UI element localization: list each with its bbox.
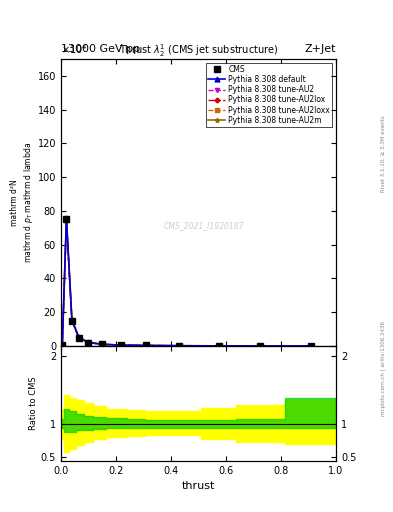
Text: mcplots.cern.ch | arXiv:1306.3436: mcplots.cern.ch | arXiv:1306.3436: [380, 321, 386, 416]
Pythia 8.308 default: [64, 215, 69, 221]
Pythia 8.308 tune-AU2loxx: [70, 317, 74, 324]
Pythia 8.308 tune-AU2: [86, 339, 91, 346]
Pythia 8.308 tune-AU2lox: [60, 342, 64, 348]
CMS: [217, 343, 222, 349]
Pythia 8.308 default: [70, 317, 74, 323]
Pythia 8.308 tune-AU2m: [64, 217, 69, 223]
Pythia 8.308 default: [100, 341, 105, 347]
Text: Z+Jet: Z+Jet: [305, 44, 336, 54]
CMS: [76, 334, 81, 340]
Pythia 8.308 tune-AU2lox: [100, 341, 105, 347]
Pythia 8.308 tune-AU2loxx: [258, 343, 263, 349]
Pythia 8.308 tune-AU2m: [70, 317, 74, 324]
Text: $\times10^4$: $\times10^4$: [61, 42, 88, 56]
Pythia 8.308 tune-AU2m: [144, 343, 149, 349]
Pythia 8.308 tune-AU2loxx: [309, 343, 314, 349]
Pythia 8.308 default: [76, 334, 81, 340]
Pythia 8.308 default: [86, 339, 91, 346]
Pythia 8.308 tune-AU2: [76, 334, 81, 340]
Pythia 8.308 tune-AU2lox: [119, 342, 124, 348]
Pythia 8.308 tune-AU2lox: [70, 317, 74, 324]
Text: Rivet 3.1.10, ≥ 3.3M events: Rivet 3.1.10, ≥ 3.3M events: [381, 115, 386, 192]
Line: Pythia 8.308 default: Pythia 8.308 default: [60, 215, 314, 348]
Y-axis label: Ratio to CMS: Ratio to CMS: [29, 376, 38, 430]
Pythia 8.308 default: [258, 343, 263, 349]
CMS: [309, 343, 314, 349]
CMS: [60, 342, 64, 348]
CMS: [177, 343, 182, 349]
Text: 13000 GeV pp: 13000 GeV pp: [61, 44, 140, 54]
Pythia 8.308 tune-AU2lox: [258, 343, 263, 349]
CMS: [144, 343, 149, 349]
Line: Pythia 8.308 tune-AU2lox: Pythia 8.308 tune-AU2lox: [61, 219, 313, 348]
Pythia 8.308 default: [309, 343, 314, 349]
CMS: [64, 216, 69, 222]
Pythia 8.308 tune-AU2: [64, 217, 69, 223]
Pythia 8.308 tune-AU2loxx: [86, 339, 91, 346]
Pythia 8.308 default: [144, 343, 149, 349]
Pythia 8.308 tune-AU2m: [309, 343, 314, 349]
CMS: [119, 342, 124, 348]
CMS: [100, 341, 105, 347]
Pythia 8.308 tune-AU2lox: [76, 334, 81, 340]
CMS: [86, 339, 91, 346]
Pythia 8.308 tune-AU2: [100, 341, 105, 347]
Pythia 8.308 tune-AU2: [309, 343, 314, 349]
Pythia 8.308 tune-AU2: [144, 343, 149, 349]
Pythia 8.308 tune-AU2m: [258, 343, 263, 349]
CMS: [258, 343, 263, 349]
Pythia 8.308 tune-AU2m: [60, 342, 64, 348]
Pythia 8.308 tune-AU2: [177, 343, 182, 349]
Text: CMS_2021_I1920187: CMS_2021_I1920187: [164, 221, 244, 230]
Pythia 8.308 tune-AU2loxx: [144, 343, 149, 349]
Line: Pythia 8.308 tune-AU2m: Pythia 8.308 tune-AU2m: [60, 218, 314, 348]
Pythia 8.308 tune-AU2m: [86, 339, 91, 346]
Pythia 8.308 tune-AU2lox: [177, 343, 182, 349]
Pythia 8.308 tune-AU2: [60, 342, 64, 348]
Pythia 8.308 tune-AU2lox: [64, 217, 69, 223]
Pythia 8.308 tune-AU2: [119, 342, 124, 348]
Y-axis label: mathrm d²N
mathrm d $p_\mathrm{T}$ mathrm d lambda: mathrm d²N mathrm d $p_\mathrm{T}$ mathr…: [10, 142, 35, 263]
Title: Thrust $\lambda_2^1$ (CMS jet substructure): Thrust $\lambda_2^1$ (CMS jet substructu…: [119, 42, 278, 59]
Pythia 8.308 tune-AU2: [258, 343, 263, 349]
Pythia 8.308 tune-AU2loxx: [64, 217, 69, 223]
Legend: CMS, Pythia 8.308 default, Pythia 8.308 tune-AU2, Pythia 8.308 tune-AU2lox, Pyth: CMS, Pythia 8.308 default, Pythia 8.308 …: [206, 62, 332, 127]
Pythia 8.308 tune-AU2lox: [309, 343, 314, 349]
Pythia 8.308 default: [119, 342, 124, 348]
Line: Pythia 8.308 tune-AU2: Pythia 8.308 tune-AU2: [60, 218, 313, 348]
Pythia 8.308 tune-AU2loxx: [119, 342, 124, 348]
Pythia 8.308 default: [60, 342, 64, 348]
Pythia 8.308 tune-AU2m: [76, 334, 81, 340]
Pythia 8.308 tune-AU2m: [119, 342, 124, 348]
Pythia 8.308 tune-AU2m: [177, 343, 182, 349]
Pythia 8.308 tune-AU2: [70, 317, 74, 324]
Pythia 8.308 tune-AU2: [217, 343, 222, 349]
Pythia 8.308 tune-AU2loxx: [100, 341, 105, 347]
Pythia 8.308 tune-AU2loxx: [60, 342, 64, 348]
Pythia 8.308 tune-AU2lox: [144, 343, 149, 349]
Pythia 8.308 tune-AU2m: [217, 343, 222, 349]
Pythia 8.308 default: [177, 343, 182, 349]
Pythia 8.308 tune-AU2loxx: [177, 343, 182, 349]
Pythia 8.308 tune-AU2lox: [217, 343, 222, 349]
Line: Pythia 8.308 tune-AU2loxx: Pythia 8.308 tune-AU2loxx: [61, 219, 313, 348]
Pythia 8.308 tune-AU2lox: [86, 339, 91, 346]
Pythia 8.308 default: [217, 343, 222, 349]
Line: CMS: CMS: [59, 217, 314, 349]
CMS: [70, 317, 74, 324]
Pythia 8.308 tune-AU2loxx: [217, 343, 222, 349]
X-axis label: thrust: thrust: [182, 481, 215, 491]
Pythia 8.308 tune-AU2loxx: [76, 334, 81, 340]
Pythia 8.308 tune-AU2m: [100, 341, 105, 347]
